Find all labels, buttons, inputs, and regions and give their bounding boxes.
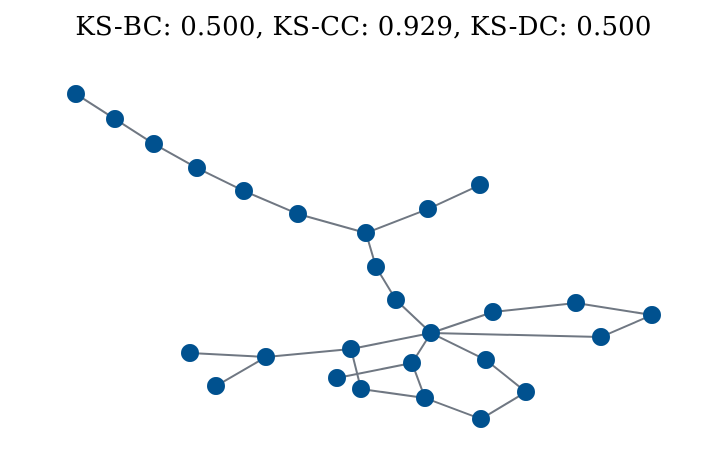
graph-edge-13-14 (189, 352, 267, 358)
graph-node-5 (289, 205, 307, 223)
graph-edge-24-23 (600, 314, 653, 338)
node-layer (67, 85, 661, 428)
graph-node-21 (416, 389, 434, 407)
graph-node-15 (207, 377, 225, 395)
graph-node-20 (352, 380, 370, 398)
graph-node-23 (592, 328, 610, 346)
graph-node-10 (387, 291, 405, 309)
figure-title: KS-BC: 0.500, KS-CC: 0.929, KS-DC: 0.500 (75, 12, 652, 42)
graph-node-2 (145, 135, 163, 153)
graph-node-4 (235, 182, 253, 200)
graph-node-22 (472, 410, 490, 428)
graph-edge-11-18 (430, 332, 487, 361)
graph-edge-22-21 (424, 397, 482, 420)
graph-node-17 (328, 369, 346, 387)
graph-node-18 (477, 351, 495, 369)
graph-edge-5-6 (297, 213, 367, 234)
graph-node-19 (517, 383, 535, 401)
graph-edge-26-25 (492, 302, 577, 313)
graph-edge-6-7 (365, 208, 429, 234)
graph-edge-25-24 (575, 302, 653, 316)
graph-node-16 (403, 354, 421, 372)
graph-node-6 (357, 224, 375, 242)
graph-node-1 (106, 110, 124, 128)
graph-edge-23-11 (430, 332, 602, 338)
graph-node-3 (188, 159, 206, 177)
graph-edge-20-21 (360, 388, 426, 399)
graph-node-14 (181, 344, 199, 362)
graph-edge-13-15 (215, 356, 267, 387)
graph-edge-16-17 (336, 362, 413, 379)
graph-edge-7-8 (427, 184, 481, 210)
graph-node-0 (67, 85, 85, 103)
graph-node-25 (567, 294, 585, 312)
graph-edge-4-5 (243, 190, 299, 215)
graph-node-24 (643, 306, 661, 324)
graph-edge-11-26 (430, 311, 494, 334)
graph-node-13 (257, 348, 275, 366)
graph-node-26 (484, 303, 502, 321)
graph-edge-11-12 (350, 332, 432, 350)
graph-node-12 (342, 340, 360, 358)
graph-edge-12-13 (265, 348, 352, 358)
graph-node-8 (471, 176, 489, 194)
graph-node-9 (367, 258, 385, 276)
graph-node-7 (419, 200, 437, 218)
graph-node-11 (422, 324, 440, 342)
